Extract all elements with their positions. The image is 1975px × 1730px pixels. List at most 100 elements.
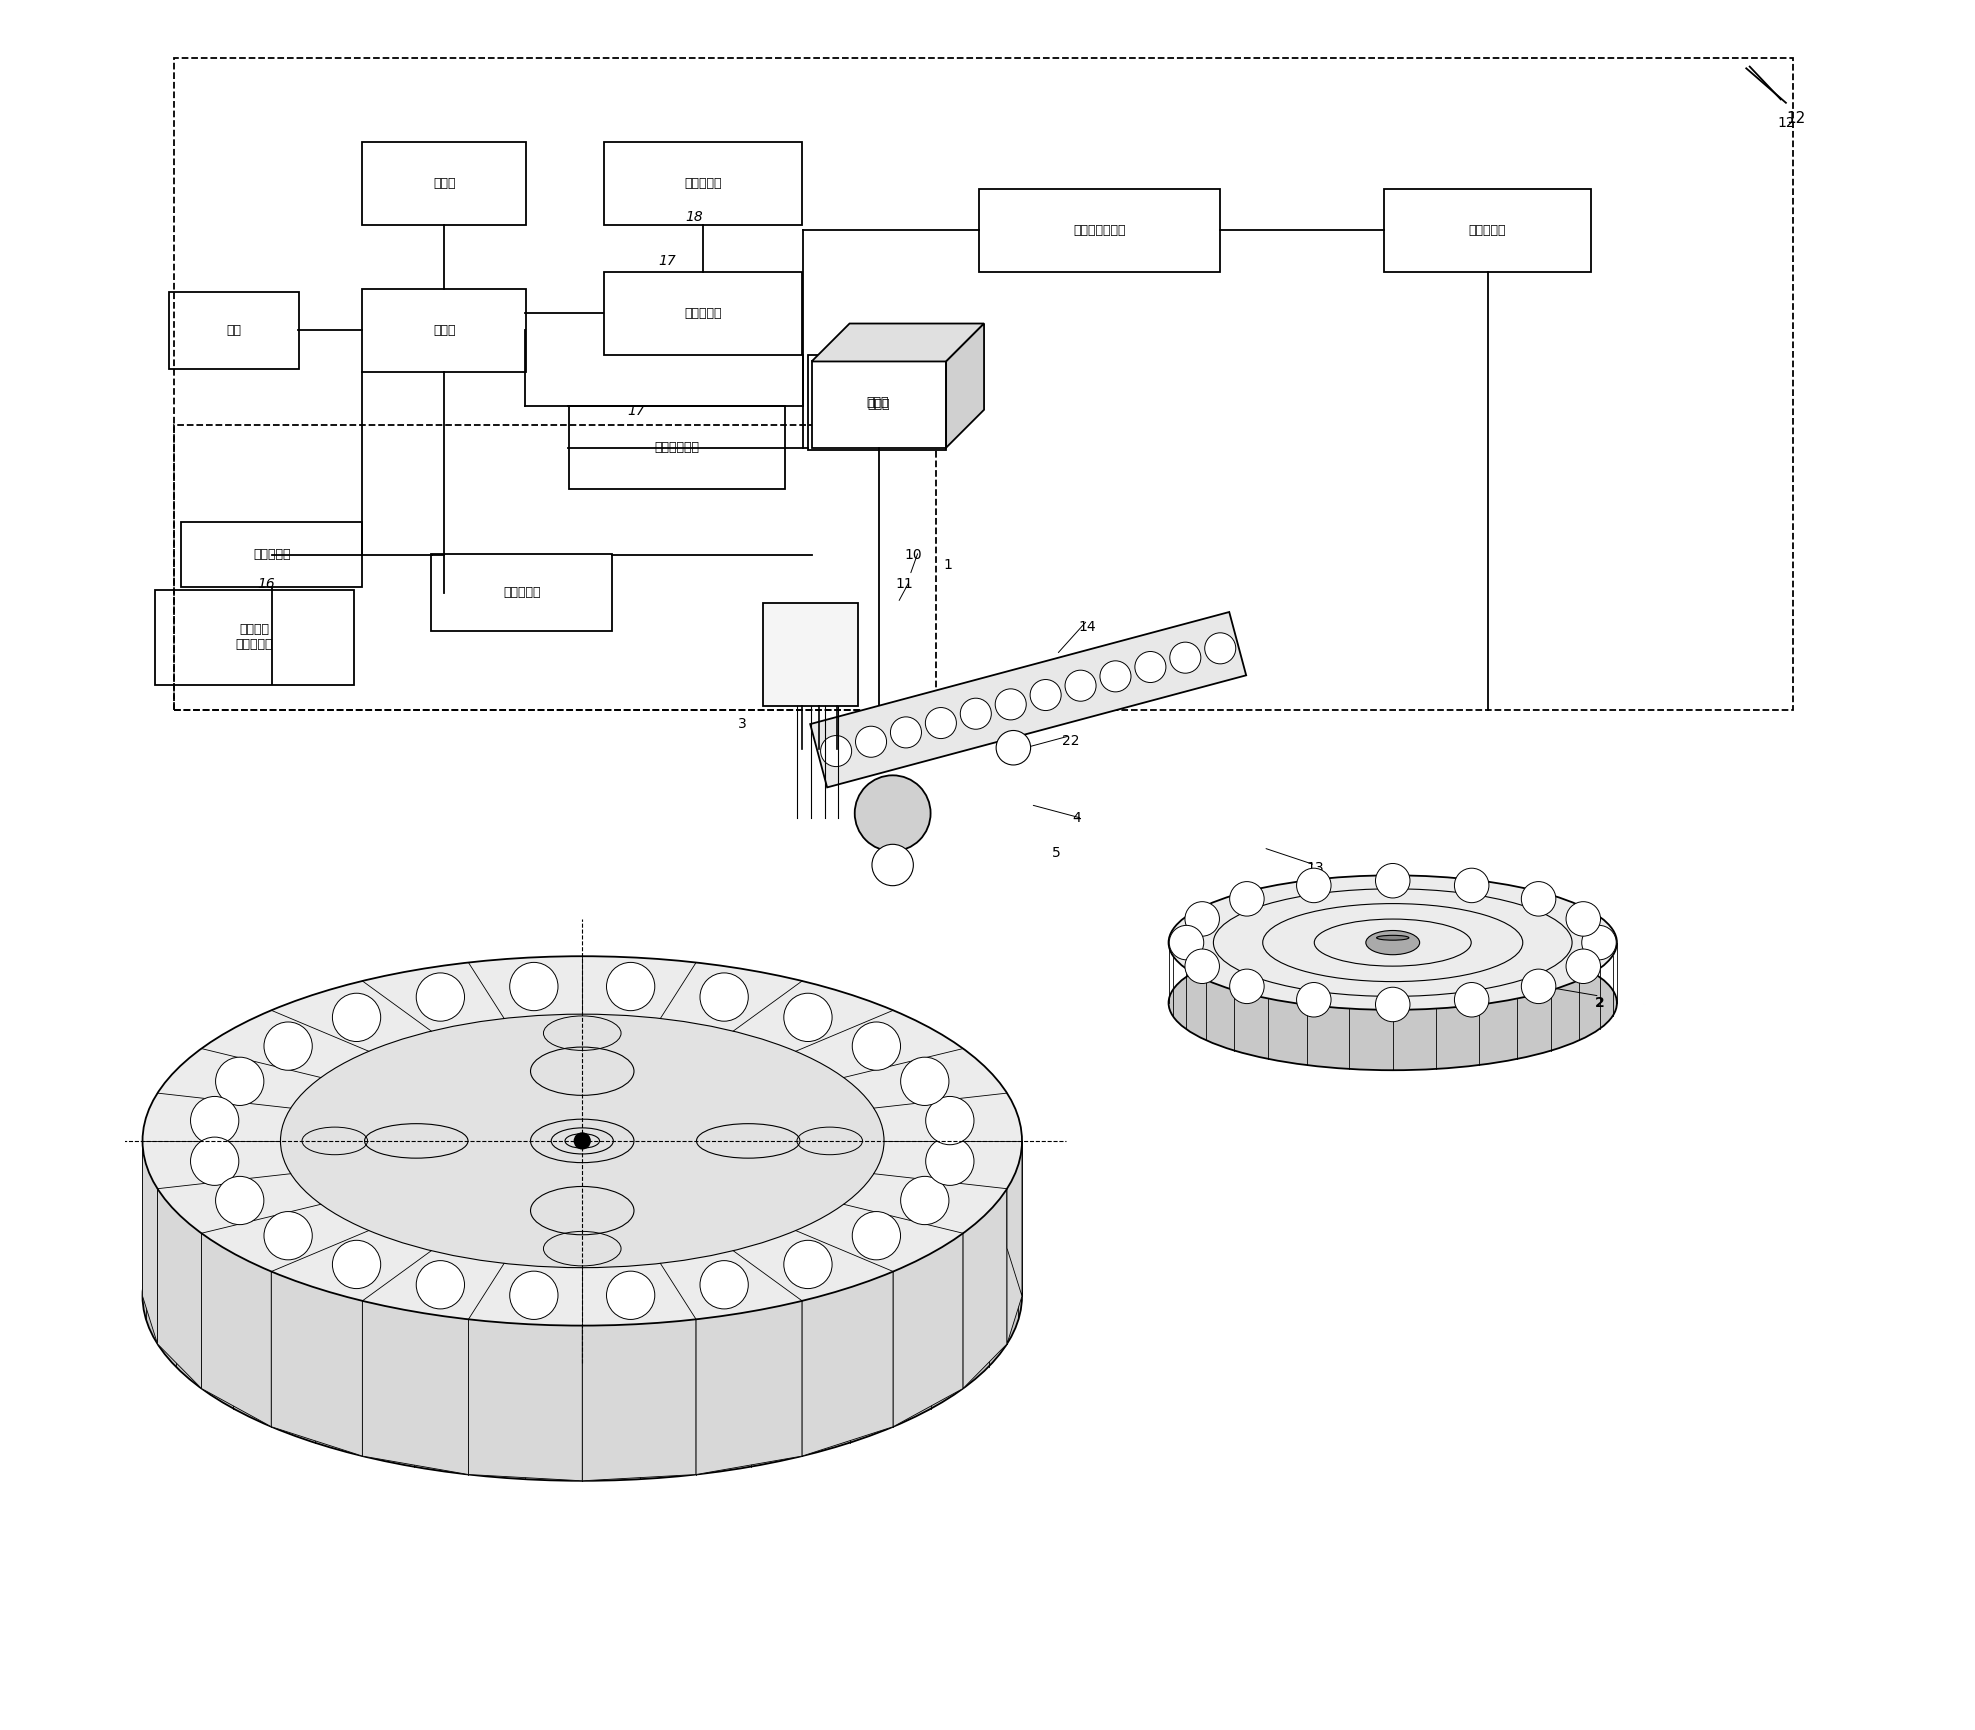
Circle shape <box>960 699 991 730</box>
Polygon shape <box>468 1320 583 1481</box>
Circle shape <box>1296 868 1331 903</box>
Circle shape <box>332 993 381 1041</box>
Circle shape <box>926 1137 974 1185</box>
Text: 13: 13 <box>1305 862 1323 875</box>
Text: 碟盘转控制: 碟盘转控制 <box>253 548 290 561</box>
Circle shape <box>265 1022 312 1071</box>
Text: 2: 2 <box>1594 996 1604 1010</box>
Polygon shape <box>583 1320 695 1481</box>
Circle shape <box>1100 661 1132 692</box>
Circle shape <box>1205 633 1236 664</box>
Text: 3: 3 <box>739 716 747 730</box>
Circle shape <box>1230 969 1264 1003</box>
Circle shape <box>1185 950 1219 984</box>
Circle shape <box>190 1137 239 1185</box>
Circle shape <box>891 716 922 747</box>
Circle shape <box>1031 680 1061 711</box>
FancyBboxPatch shape <box>361 289 525 372</box>
Polygon shape <box>271 1272 361 1457</box>
Circle shape <box>573 1133 591 1149</box>
Text: 16: 16 <box>259 576 277 592</box>
Polygon shape <box>201 1233 271 1427</box>
Text: 输入输出接口: 输入输出接口 <box>654 441 699 455</box>
Circle shape <box>1169 926 1203 960</box>
Text: 电磁振动器: 电磁振动器 <box>1469 223 1507 237</box>
Circle shape <box>820 735 851 766</box>
Text: 声光报警器: 声光报警器 <box>683 178 721 190</box>
Polygon shape <box>810 612 1246 787</box>
Circle shape <box>510 962 559 1010</box>
Text: 1: 1 <box>944 559 952 573</box>
FancyBboxPatch shape <box>156 590 354 685</box>
Circle shape <box>855 775 930 851</box>
Ellipse shape <box>1367 931 1420 955</box>
Polygon shape <box>946 324 984 448</box>
Circle shape <box>1375 863 1410 898</box>
Text: 17: 17 <box>658 254 675 268</box>
Polygon shape <box>802 1272 893 1457</box>
Ellipse shape <box>1169 936 1618 1071</box>
Circle shape <box>1582 926 1616 960</box>
Circle shape <box>995 730 1031 765</box>
Circle shape <box>699 972 749 1021</box>
Text: 11: 11 <box>897 576 914 592</box>
Circle shape <box>1521 882 1556 917</box>
Circle shape <box>1065 670 1096 701</box>
Ellipse shape <box>1377 936 1408 939</box>
Circle shape <box>1169 642 1201 673</box>
FancyBboxPatch shape <box>431 554 612 631</box>
Text: 电磁振动控制器: 电磁振动控制器 <box>1072 223 1126 237</box>
Polygon shape <box>695 1301 802 1474</box>
FancyBboxPatch shape <box>604 272 802 355</box>
Text: 17: 17 <box>626 405 644 419</box>
Text: 12: 12 <box>1785 111 1805 126</box>
Ellipse shape <box>280 1014 885 1268</box>
Circle shape <box>1566 901 1600 936</box>
Circle shape <box>1375 988 1410 1022</box>
Text: 5: 5 <box>1053 846 1061 860</box>
Circle shape <box>784 1240 831 1289</box>
FancyBboxPatch shape <box>808 355 946 450</box>
Ellipse shape <box>142 957 1021 1325</box>
Circle shape <box>1296 983 1331 1017</box>
Circle shape <box>215 1057 265 1105</box>
Circle shape <box>1185 901 1219 936</box>
Circle shape <box>215 1176 265 1225</box>
Circle shape <box>853 1211 901 1259</box>
FancyBboxPatch shape <box>812 362 946 448</box>
Circle shape <box>265 1211 312 1259</box>
FancyBboxPatch shape <box>361 142 525 225</box>
Circle shape <box>1454 983 1489 1017</box>
Text: 振荡器: 振荡器 <box>867 398 891 412</box>
FancyBboxPatch shape <box>170 292 298 368</box>
FancyBboxPatch shape <box>604 142 802 225</box>
Text: 8: 8 <box>978 1076 988 1090</box>
Circle shape <box>1136 652 1165 683</box>
Circle shape <box>855 727 887 758</box>
Circle shape <box>1566 950 1600 984</box>
Polygon shape <box>964 1189 1007 1389</box>
Text: 7: 7 <box>772 630 782 644</box>
Circle shape <box>784 993 831 1041</box>
Circle shape <box>417 1261 464 1310</box>
Text: 9: 9 <box>918 1126 926 1142</box>
Circle shape <box>510 1272 559 1320</box>
FancyBboxPatch shape <box>569 407 784 490</box>
Text: 同步电机
驱动传动器: 同步电机 驱动传动器 <box>235 623 273 652</box>
Circle shape <box>926 708 956 739</box>
Circle shape <box>995 689 1027 720</box>
Polygon shape <box>158 1189 201 1389</box>
Text: 4: 4 <box>1072 811 1082 825</box>
FancyBboxPatch shape <box>182 522 361 588</box>
Circle shape <box>606 962 656 1010</box>
Polygon shape <box>142 1093 158 1296</box>
FancyBboxPatch shape <box>762 602 859 706</box>
Circle shape <box>853 1022 901 1071</box>
Circle shape <box>699 1261 749 1310</box>
Text: 22: 22 <box>1061 734 1078 747</box>
Text: 显示器: 显示器 <box>433 178 456 190</box>
Circle shape <box>332 1240 381 1289</box>
Text: 振荡器: 振荡器 <box>865 396 889 410</box>
FancyBboxPatch shape <box>980 189 1221 272</box>
Polygon shape <box>1007 1093 1021 1296</box>
